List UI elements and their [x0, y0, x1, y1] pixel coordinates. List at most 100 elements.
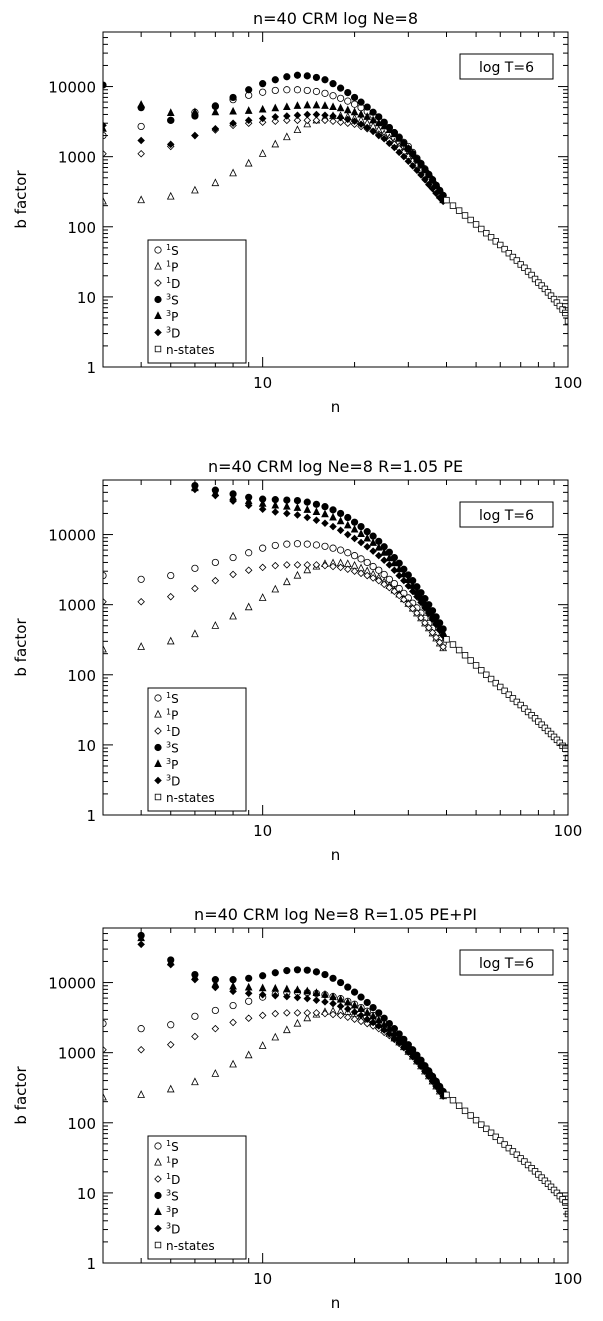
- point-3D: [385, 1030, 394, 1038]
- point-3S: [337, 509, 345, 518]
- legend-marker-n-states: [154, 793, 162, 801]
- point-3P: [424, 169, 433, 178]
- point-n-states: [497, 1137, 504, 1144]
- point-n-states: [509, 695, 517, 702]
- point-3D: [321, 519, 329, 528]
- point-3P: [303, 505, 312, 513]
- point-1S: [283, 540, 291, 548]
- point-3D: [336, 1002, 345, 1010]
- point-n-states: [497, 241, 504, 249]
- point-3D: [312, 516, 321, 525]
- point-1D: [390, 587, 399, 596]
- point-3P: [380, 121, 389, 130]
- y-axis-label: b factor: [12, 1066, 30, 1125]
- point-3D: [258, 990, 267, 999]
- point-3P: [432, 180, 441, 189]
- legend-marker-1D: [154, 1175, 162, 1183]
- x-tick-label: 10: [253, 374, 272, 392]
- point-3S: [329, 506, 337, 514]
- point-1D: [425, 623, 433, 632]
- point-3P: [357, 109, 365, 118]
- legend-label-3S: 3S: [166, 741, 179, 756]
- legend-label-3P: 3P: [166, 309, 178, 324]
- legend-marker-3P: [154, 1207, 162, 1215]
- point-1D: [435, 638, 444, 647]
- point-1S: [211, 1006, 219, 1015]
- point-3D: [329, 999, 337, 1008]
- point-1S: [211, 558, 219, 567]
- point-3D: [432, 189, 440, 198]
- legend-marker-1S: [154, 246, 162, 254]
- point-3D: [137, 136, 145, 145]
- point-n-states: [472, 662, 480, 669]
- point-3P: [329, 992, 337, 1001]
- point-1D: [229, 570, 237, 579]
- point-3S: [245, 974, 253, 982]
- point-3P: [336, 994, 345, 1003]
- point-3P: [282, 501, 291, 510]
- point-3P: [303, 986, 312, 995]
- point-1S: [245, 997, 253, 1005]
- point-1D: [293, 561, 302, 569]
- y-tick-label: 1: [86, 359, 96, 377]
- point-1P: [258, 593, 267, 601]
- point-n-states: [467, 1112, 474, 1119]
- point-3D: [293, 993, 302, 1002]
- point-3S: [312, 73, 321, 82]
- point-3D: [103, 121, 107, 130]
- point-1D: [395, 591, 403, 600]
- point-1P: [293, 1018, 302, 1027]
- point-3D: [191, 131, 199, 140]
- point-1P: [229, 1059, 237, 1068]
- point-3P: [271, 103, 280, 112]
- point-3S: [321, 970, 329, 979]
- point-n-states: [492, 1133, 499, 1141]
- point-3D: [413, 592, 421, 601]
- point-1D: [408, 604, 417, 613]
- point-1D: [329, 562, 337, 571]
- point-1S: [380, 570, 388, 579]
- point-3P: [312, 100, 321, 109]
- legend-label-3P: 3P: [166, 757, 178, 772]
- point-1P: [211, 178, 220, 187]
- point-3P: [312, 507, 321, 515]
- point-1S: [137, 575, 145, 583]
- point-1S: [337, 94, 345, 102]
- point-1D: [293, 1009, 302, 1017]
- point-3S: [303, 72, 311, 80]
- legend-label-1S: 1S: [166, 1139, 179, 1154]
- point-3D: [369, 127, 377, 136]
- point-1S: [321, 89, 329, 97]
- y-tick-label: 1000: [58, 149, 96, 167]
- point-1S: [303, 86, 311, 95]
- point-1D: [258, 563, 267, 572]
- legend-marker-1D: [154, 727, 162, 735]
- y-tick-label: 1000: [58, 597, 96, 615]
- point-1D: [312, 116, 321, 125]
- point-n-states: [521, 264, 528, 271]
- point-1S: [293, 540, 302, 548]
- point-n-states: [505, 691, 513, 698]
- legend-marker-1P: [154, 261, 162, 270]
- point-3D: [374, 131, 383, 140]
- point-n-states: [564, 318, 568, 325]
- point-3P: [428, 174, 437, 183]
- point-1D: [432, 633, 440, 642]
- point-n-states: [513, 1151, 521, 1158]
- point-1P: [166, 636, 175, 645]
- point-1D: [191, 584, 199, 593]
- point-3D: [303, 110, 312, 119]
- legend-marker-3P: [154, 759, 162, 767]
- legend-label-n-states: n-states: [166, 791, 215, 805]
- legend-marker-3D: [154, 776, 162, 785]
- point-1P: [191, 629, 199, 638]
- point-1D: [271, 117, 280, 126]
- point-1D: [344, 1013, 352, 1022]
- chart-title: n=40 CRM log Ne=8 R=1.05 PE+PI: [194, 905, 477, 924]
- point-1D: [283, 561, 291, 569]
- legend-label-1S: 1S: [166, 691, 179, 706]
- point-3S: [344, 513, 352, 522]
- point-3D: [344, 1005, 352, 1013]
- point-3P: [369, 115, 377, 124]
